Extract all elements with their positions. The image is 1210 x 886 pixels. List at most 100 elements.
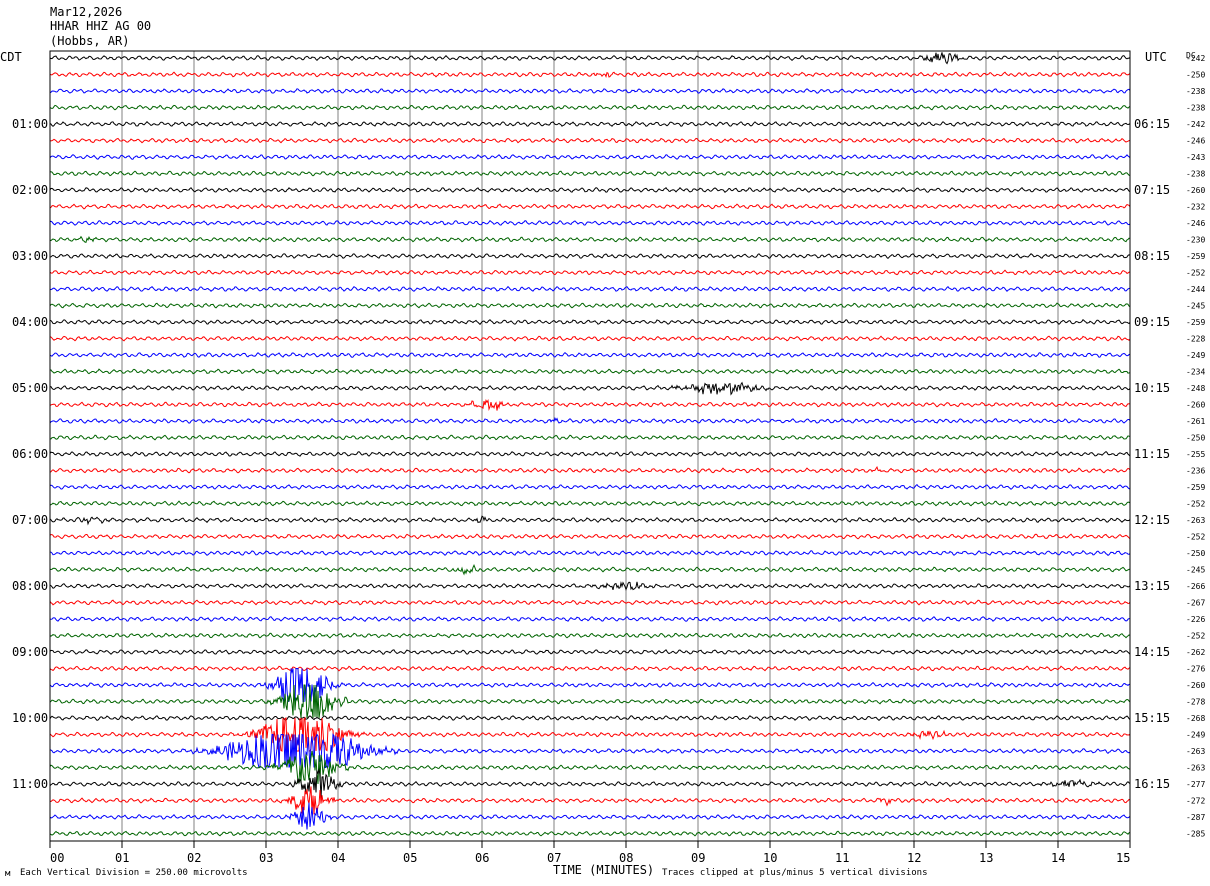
x-axis-title: TIME (MINUTES) (553, 863, 654, 877)
x-tick-label: 04 (331, 851, 345, 865)
dc-offset-label: -248 (1186, 384, 1205, 393)
dc-offset-label: -267 (1186, 599, 1205, 608)
trace-row (49, 335, 1131, 342)
trace-row (49, 154, 1131, 161)
dc-offset-label: -242 (1186, 54, 1205, 63)
x-tick-label: 08 (619, 851, 633, 865)
trace-row (49, 71, 1131, 78)
trace-row (49, 121, 1131, 127)
trace-row (49, 616, 1131, 622)
x-tick-label: 12 (907, 851, 921, 865)
trace-row (49, 319, 1131, 326)
right-hour-label: 12:15 (1134, 513, 1170, 527)
dc-offset-label: -262 (1186, 648, 1205, 657)
trace-row (49, 515, 1131, 526)
right-hour-label: 16:15 (1134, 777, 1170, 791)
trace-row (49, 649, 1131, 655)
left-hour-label: 11:00 (12, 777, 48, 791)
trace-row (49, 253, 1131, 259)
x-tick-label: 00 (50, 851, 64, 865)
dc-offset-label: -249 (1186, 731, 1205, 740)
trace-row (49, 450, 1131, 457)
dc-offset-label: -261 (1186, 417, 1205, 426)
trace-row (49, 716, 1131, 752)
dc-offset-label: -249 (1186, 351, 1205, 360)
dc-offset-label: -245 (1186, 566, 1205, 575)
x-tick-label: 07 (547, 851, 561, 865)
clip-note: Traces clipped at plus/minus 5 vertical … (662, 868, 928, 878)
trace-row (49, 533, 1131, 540)
right-hour-label: 09:15 (1134, 315, 1170, 329)
dc-offset-label: -226 (1186, 615, 1205, 624)
trace-row (49, 398, 1131, 411)
trace-row (49, 269, 1131, 276)
dc-offset-label: -232 (1186, 203, 1205, 212)
left-hour-label: 07:00 (12, 513, 48, 527)
trace-row (49, 599, 1131, 606)
trace-row (49, 802, 1131, 830)
x-tick-label: 02 (187, 851, 201, 865)
right-hour-label: 11:15 (1134, 447, 1170, 461)
left-hour-label: 09:00 (12, 645, 48, 659)
dc-offset-label: -268 (1186, 714, 1205, 723)
dc-offset-label: -228 (1186, 335, 1205, 344)
dc-offset-label: -246 (1186, 137, 1205, 146)
corner-mark: м (5, 869, 11, 879)
dc-offset-label: -243 (1186, 153, 1205, 162)
trace-row (49, 665, 1131, 672)
trace-row (49, 733, 1131, 769)
trace-row (49, 285, 1131, 293)
dc-offset-label: -266 (1186, 582, 1205, 591)
dc-offset-label: -242 (1186, 120, 1205, 129)
dc-offset-label: -250 (1186, 71, 1205, 80)
dc-offset-label: -246 (1186, 219, 1205, 228)
left-timezone-label: CDT (0, 50, 22, 64)
left-hour-label: 03:00 (12, 249, 48, 263)
right-hour-label: 06:15 (1134, 117, 1170, 131)
left-hour-label: 06:00 (12, 447, 48, 461)
dc-header-label: DC (1186, 51, 1196, 60)
trace-row (49, 88, 1131, 94)
x-tick-label: 01 (115, 851, 129, 865)
x-tick-label: 14 (1051, 851, 1065, 865)
dc-offset-label: -230 (1186, 236, 1205, 245)
trace-row (49, 137, 1131, 144)
trace-layer (49, 52, 1131, 837)
trace-row (49, 632, 1131, 639)
trace-row (49, 52, 1131, 65)
trace-row (49, 564, 1131, 576)
right-timezone-label: UTC (1145, 50, 1167, 64)
dc-offset-label: -259 (1186, 483, 1205, 492)
trace-row (49, 767, 1131, 800)
trace-row (49, 302, 1131, 309)
trace-row (49, 235, 1131, 243)
dc-offset-label: -285 (1186, 830, 1205, 839)
x-tick-label: 11 (835, 851, 849, 865)
dc-offset-label: -236 (1186, 467, 1205, 476)
trace-row (49, 104, 1131, 111)
right-hour-label: 08:15 (1134, 249, 1170, 263)
dc-offset-label: -263 (1186, 747, 1205, 756)
dc-offset-label: -272 (1186, 797, 1205, 806)
trace-row (49, 786, 1131, 815)
trace-row (49, 186, 1131, 194)
dc-offset-label: -260 (1186, 681, 1205, 690)
left-hour-label: 08:00 (12, 579, 48, 593)
trace-row (49, 668, 1131, 703)
dc-offset-label: -244 (1186, 285, 1205, 294)
dc-offset-label: -263 (1186, 764, 1205, 773)
dc-offset-label: -263 (1186, 516, 1205, 525)
dc-offset-label: -260 (1186, 186, 1205, 195)
x-tick-label: 05 (403, 851, 417, 865)
left-hour-label: 01:00 (12, 117, 48, 131)
dc-offset-label: -238 (1186, 170, 1205, 179)
left-hour-label: 10:00 (12, 711, 48, 725)
dc-offset-label: -238 (1186, 87, 1205, 96)
left-hour-label: 04:00 (12, 315, 48, 329)
dc-offset-label: -238 (1186, 104, 1205, 113)
trace-row (49, 715, 1131, 721)
dc-offset-label: -259 (1186, 318, 1205, 327)
dc-offset-label: -252 (1186, 500, 1205, 509)
label-layer: 00 01 02 03 04 05 06 07 08 09 10 11 12 13 14 15 -242 -250… (12, 54, 1205, 865)
